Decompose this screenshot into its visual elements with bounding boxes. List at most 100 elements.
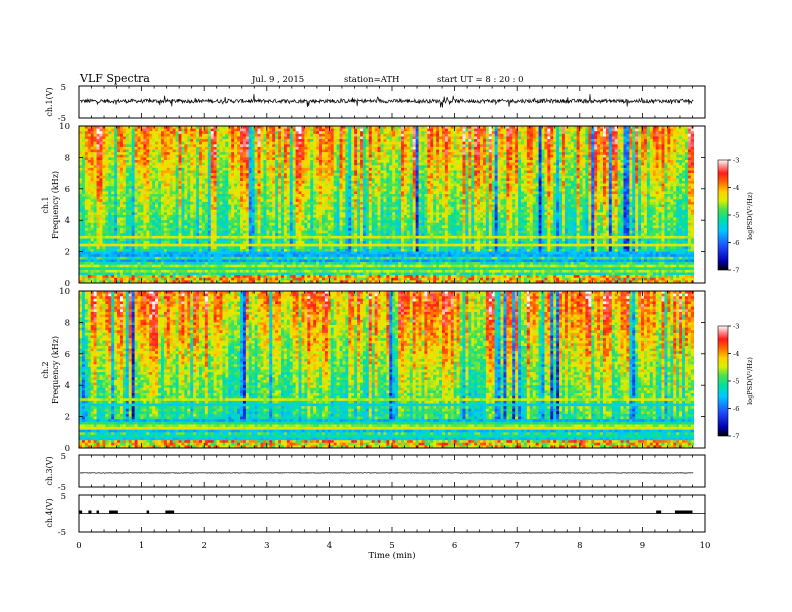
spectrogram-cell [415,162,419,166]
spectrogram-cell [377,136,381,140]
spectrogram-cell [283,173,288,177]
spectrogram-cell [377,131,381,135]
spectrogram-cell [570,126,575,129]
spectrogram-cell [172,139,176,142]
spectrogram-cell [360,175,364,179]
spectrogram-cell [193,141,197,145]
spectrogram-cell [523,126,528,129]
spectrogram-cell [187,157,191,161]
spectrogram-cell [395,154,399,158]
spectrogram-cell [280,149,285,153]
spectrogram-cell [526,173,531,177]
spectrogram-cell [105,152,109,156]
spectrogram-cell [307,162,311,166]
spectrogram-cell [591,152,595,156]
spectrogram-cell [345,154,349,158]
spectrogram-cell [570,170,575,174]
spectrogram-cell [389,170,393,174]
spectrogram-cell [579,152,583,156]
spectrogram-cell [377,144,381,148]
spectrogram-cell [245,139,250,142]
spectrogram-cell [166,157,171,161]
spectrogram-cell [269,133,273,137]
spectrogram-cell [684,136,689,140]
spectrogram-cell [673,139,677,142]
spectrogram-cell [494,167,498,171]
spectrogram-cell [485,183,490,187]
spectrogram-cell [418,180,422,184]
spectrogram-cell [453,165,457,169]
spectrogram-cell [456,167,460,171]
spectrogram-cell [266,178,270,182]
spectrogram-cell [597,139,601,142]
spectrogram-cell [321,154,326,158]
spectrogram-cell [588,165,592,169]
spectrogram-cell [430,154,434,158]
spectrogram-cell [579,165,583,169]
spectrogram-cell [395,173,399,177]
spectrogram-cell [573,128,577,132]
spectrogram-cell [81,165,86,169]
spectrogram-cell [641,136,645,140]
spectrogram-cell [327,136,332,140]
spectrogram-cell [488,167,493,171]
spectrogram-cell [125,160,130,163]
spectrogram-cell [272,139,276,142]
spectrogram-cell [93,160,97,163]
spectrogram-cell [614,178,618,182]
spectrogram-cell [278,131,282,135]
spectrogram-cell [655,170,659,174]
spectrogram-cell [518,183,522,187]
spectrogram-cell [292,144,296,148]
spectrogram-cell [283,162,288,166]
spectrogram-cell [439,178,443,182]
spectrogram-cell [427,160,431,163]
spectrogram-cell [84,183,89,187]
spectrogram-cell [658,170,662,174]
spectrogram-cell [199,154,203,158]
spectrogram-cell [222,167,226,171]
spectrogram-cell [535,154,539,158]
spectrogram-cell [313,160,317,163]
spectrogram-cell [494,157,498,161]
spectrogram-cell [119,160,124,163]
spectrogram-cell [617,170,621,174]
spectrogram-cell [237,146,241,150]
spectrogram-cell [231,131,235,135]
spectrogram-cell [684,128,689,132]
spectrogram-cell [333,162,337,166]
spectrogram-cell [251,144,255,148]
spectrogram-cell [321,128,326,132]
spectrogram-cell [611,146,615,150]
spectrogram-cell [600,133,604,137]
spectrogram-cell [661,173,665,177]
spectrogram-cell [286,146,291,150]
spectrogram-cell [430,173,434,177]
spectrogram-cell [269,126,273,129]
spectrogram-cell [248,131,253,135]
spectrogram-cell [90,131,94,135]
spectrogram-cell [146,136,150,140]
spectrogram-cell [289,131,293,135]
spectrogram-cell [81,175,86,179]
spectrogram-cell [389,167,393,171]
spectrogram-cell [386,146,390,150]
spectrogram-cell [550,154,554,158]
spectrogram-cell [131,178,135,182]
spectrogram-cell [588,149,592,153]
spectrogram-cell [480,136,484,140]
spectrogram-cell [321,133,326,137]
spectrogram-cell [503,131,507,135]
spectrogram-cell [564,144,569,148]
spectrogram-cell [406,178,411,182]
spectrogram-cell [140,144,144,148]
spectrogram-cell [257,146,261,150]
spectrogram-cell [523,160,528,163]
spectrogram-cell [357,173,361,177]
spectrogram-cell [289,152,293,156]
spectrogram-cell [114,160,118,163]
spectrogram-cell [280,139,285,142]
spectrogram-cell [114,146,118,150]
spectrogram-cell [684,178,689,182]
spectrogram-cell [477,183,481,187]
